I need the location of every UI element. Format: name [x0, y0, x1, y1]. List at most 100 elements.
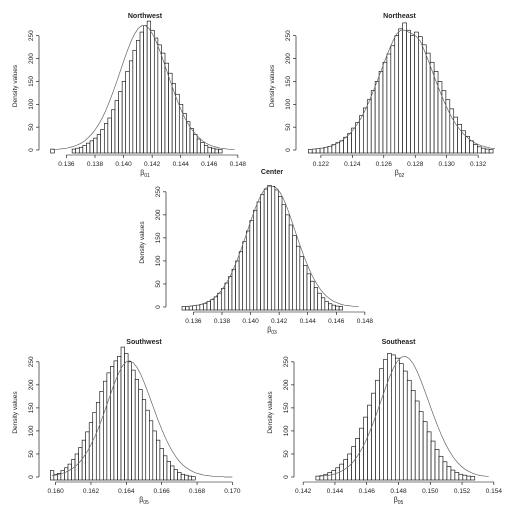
histogram-bar	[206, 301, 211, 311]
x-tick-label: 0.148	[230, 161, 247, 168]
x-tick-label: 0.160	[47, 488, 64, 495]
x-tick-label: 0.130	[439, 161, 456, 168]
panel-title: Southeast	[382, 339, 417, 346]
histogram-bar	[398, 28, 403, 154]
histogram-bar	[328, 303, 333, 311]
y-axis-label: Density values	[12, 391, 19, 434]
histogram-bar	[418, 411, 424, 481]
histogram-bar	[422, 421, 428, 481]
histogram-bar	[414, 31, 419, 154]
histogram-bar	[260, 194, 265, 311]
x-tick-label: 0.146	[359, 488, 376, 495]
y-tick-label: 200	[28, 53, 35, 64]
y-axis-label: Density values	[269, 64, 276, 107]
histogram-bar	[450, 469, 456, 481]
x-tick-label: 0.142	[295, 488, 312, 495]
histogram-bar	[173, 469, 178, 481]
histogram-bar	[270, 185, 276, 311]
density-curve	[317, 355, 489, 477]
histogram-bar	[366, 99, 372, 154]
histogram-bar	[120, 346, 125, 481]
histogram-bar	[145, 409, 150, 481]
histogram-bar	[200, 142, 205, 154]
histogram-bar	[410, 35, 415, 154]
histogram-bar	[161, 52, 166, 154]
histogram-bar	[82, 145, 87, 154]
histogram-bar	[153, 37, 159, 154]
histogram-bar	[118, 91, 123, 154]
y-tick-label: 100	[285, 98, 292, 109]
histogram-bar	[143, 25, 148, 154]
histogram-bar	[195, 304, 201, 311]
histogram-bar	[469, 140, 474, 154]
histogram-bar	[402, 22, 407, 154]
histogram-bar	[107, 117, 112, 154]
x-tick-label: 0.124	[344, 161, 361, 168]
histogram-bar	[157, 44, 162, 154]
histogram-bar	[320, 297, 326, 311]
histogram-bar	[95, 402, 101, 481]
histogram-bar	[441, 90, 447, 154]
histogram-bar	[256, 201, 261, 311]
histogram-bar	[166, 461, 171, 481]
histogram-bar	[141, 399, 147, 481]
histogram-bar	[106, 372, 111, 481]
histogram-bar	[371, 392, 376, 481]
y-tick-label: 250	[283, 356, 290, 367]
histogram-bar	[60, 470, 65, 481]
histogram-bar	[203, 303, 208, 311]
bars	[50, 20, 223, 154]
histogram-bar	[185, 306, 190, 311]
histogram-bar	[156, 439, 161, 481]
histogram-bar	[86, 142, 91, 154]
histogram-bar	[103, 380, 108, 481]
histogram-bar	[438, 455, 444, 481]
histogram-bar	[113, 360, 118, 481]
histogram-bar	[164, 62, 169, 154]
histogram-bar	[484, 148, 490, 154]
x-tick-label: 0.142	[271, 318, 288, 325]
histogram-bar	[480, 147, 486, 154]
y-tick-label: 50	[28, 450, 35, 458]
histogram-bar	[175, 93, 180, 154]
panel-northeast: Northeast Density values β02 0 50 100 150 20…	[269, 13, 496, 179]
histogram-bar	[343, 136, 348, 154]
histogram-bar	[446, 466, 452, 481]
histogram-bar	[235, 260, 240, 311]
histogram-bar	[462, 474, 468, 481]
histogram-bar	[210, 299, 215, 311]
histogram-bar	[307, 149, 313, 154]
histogram-bar	[224, 282, 229, 311]
histogram-bar	[398, 363, 404, 481]
histogram-bar	[351, 127, 356, 154]
histogram-bar	[89, 140, 94, 154]
histogram-bar	[355, 437, 360, 481]
histogram-bar	[136, 39, 141, 154]
y-tick-label: 150	[285, 76, 292, 87]
histogram-bar	[191, 476, 196, 481]
histogram-bar	[267, 185, 272, 311]
histogram-bar	[187, 475, 193, 481]
histogram-bar	[310, 280, 315, 311]
histogram-bar	[78, 146, 84, 154]
y-axis-label: Density values	[267, 391, 274, 434]
y-tick-label: 200	[285, 53, 292, 64]
histogram-bar	[339, 140, 344, 154]
y-tick-label: 50	[283, 450, 290, 458]
x-tick-label: 0.144	[173, 161, 190, 168]
histogram-bar	[426, 431, 432, 481]
x-tick-label: 0.140	[115, 161, 132, 168]
histogram-bar	[184, 474, 189, 481]
bars	[181, 185, 344, 311]
histogram-bar	[394, 35, 400, 154]
panel-northwest: Northwest Density values β01 0 50 100 150 20…	[12, 13, 246, 179]
histogram-bar	[335, 305, 340, 311]
x-tick-label: 0.170	[224, 488, 241, 495]
x-tick-label: 0.138	[87, 161, 104, 168]
y-tick-label: 50	[155, 280, 162, 288]
histogram-bar	[75, 147, 80, 154]
histogram-bar	[386, 53, 392, 154]
histogram-bar	[125, 71, 130, 154]
histogram-bar	[315, 148, 321, 154]
panel-title: Northwest	[128, 13, 163, 20]
